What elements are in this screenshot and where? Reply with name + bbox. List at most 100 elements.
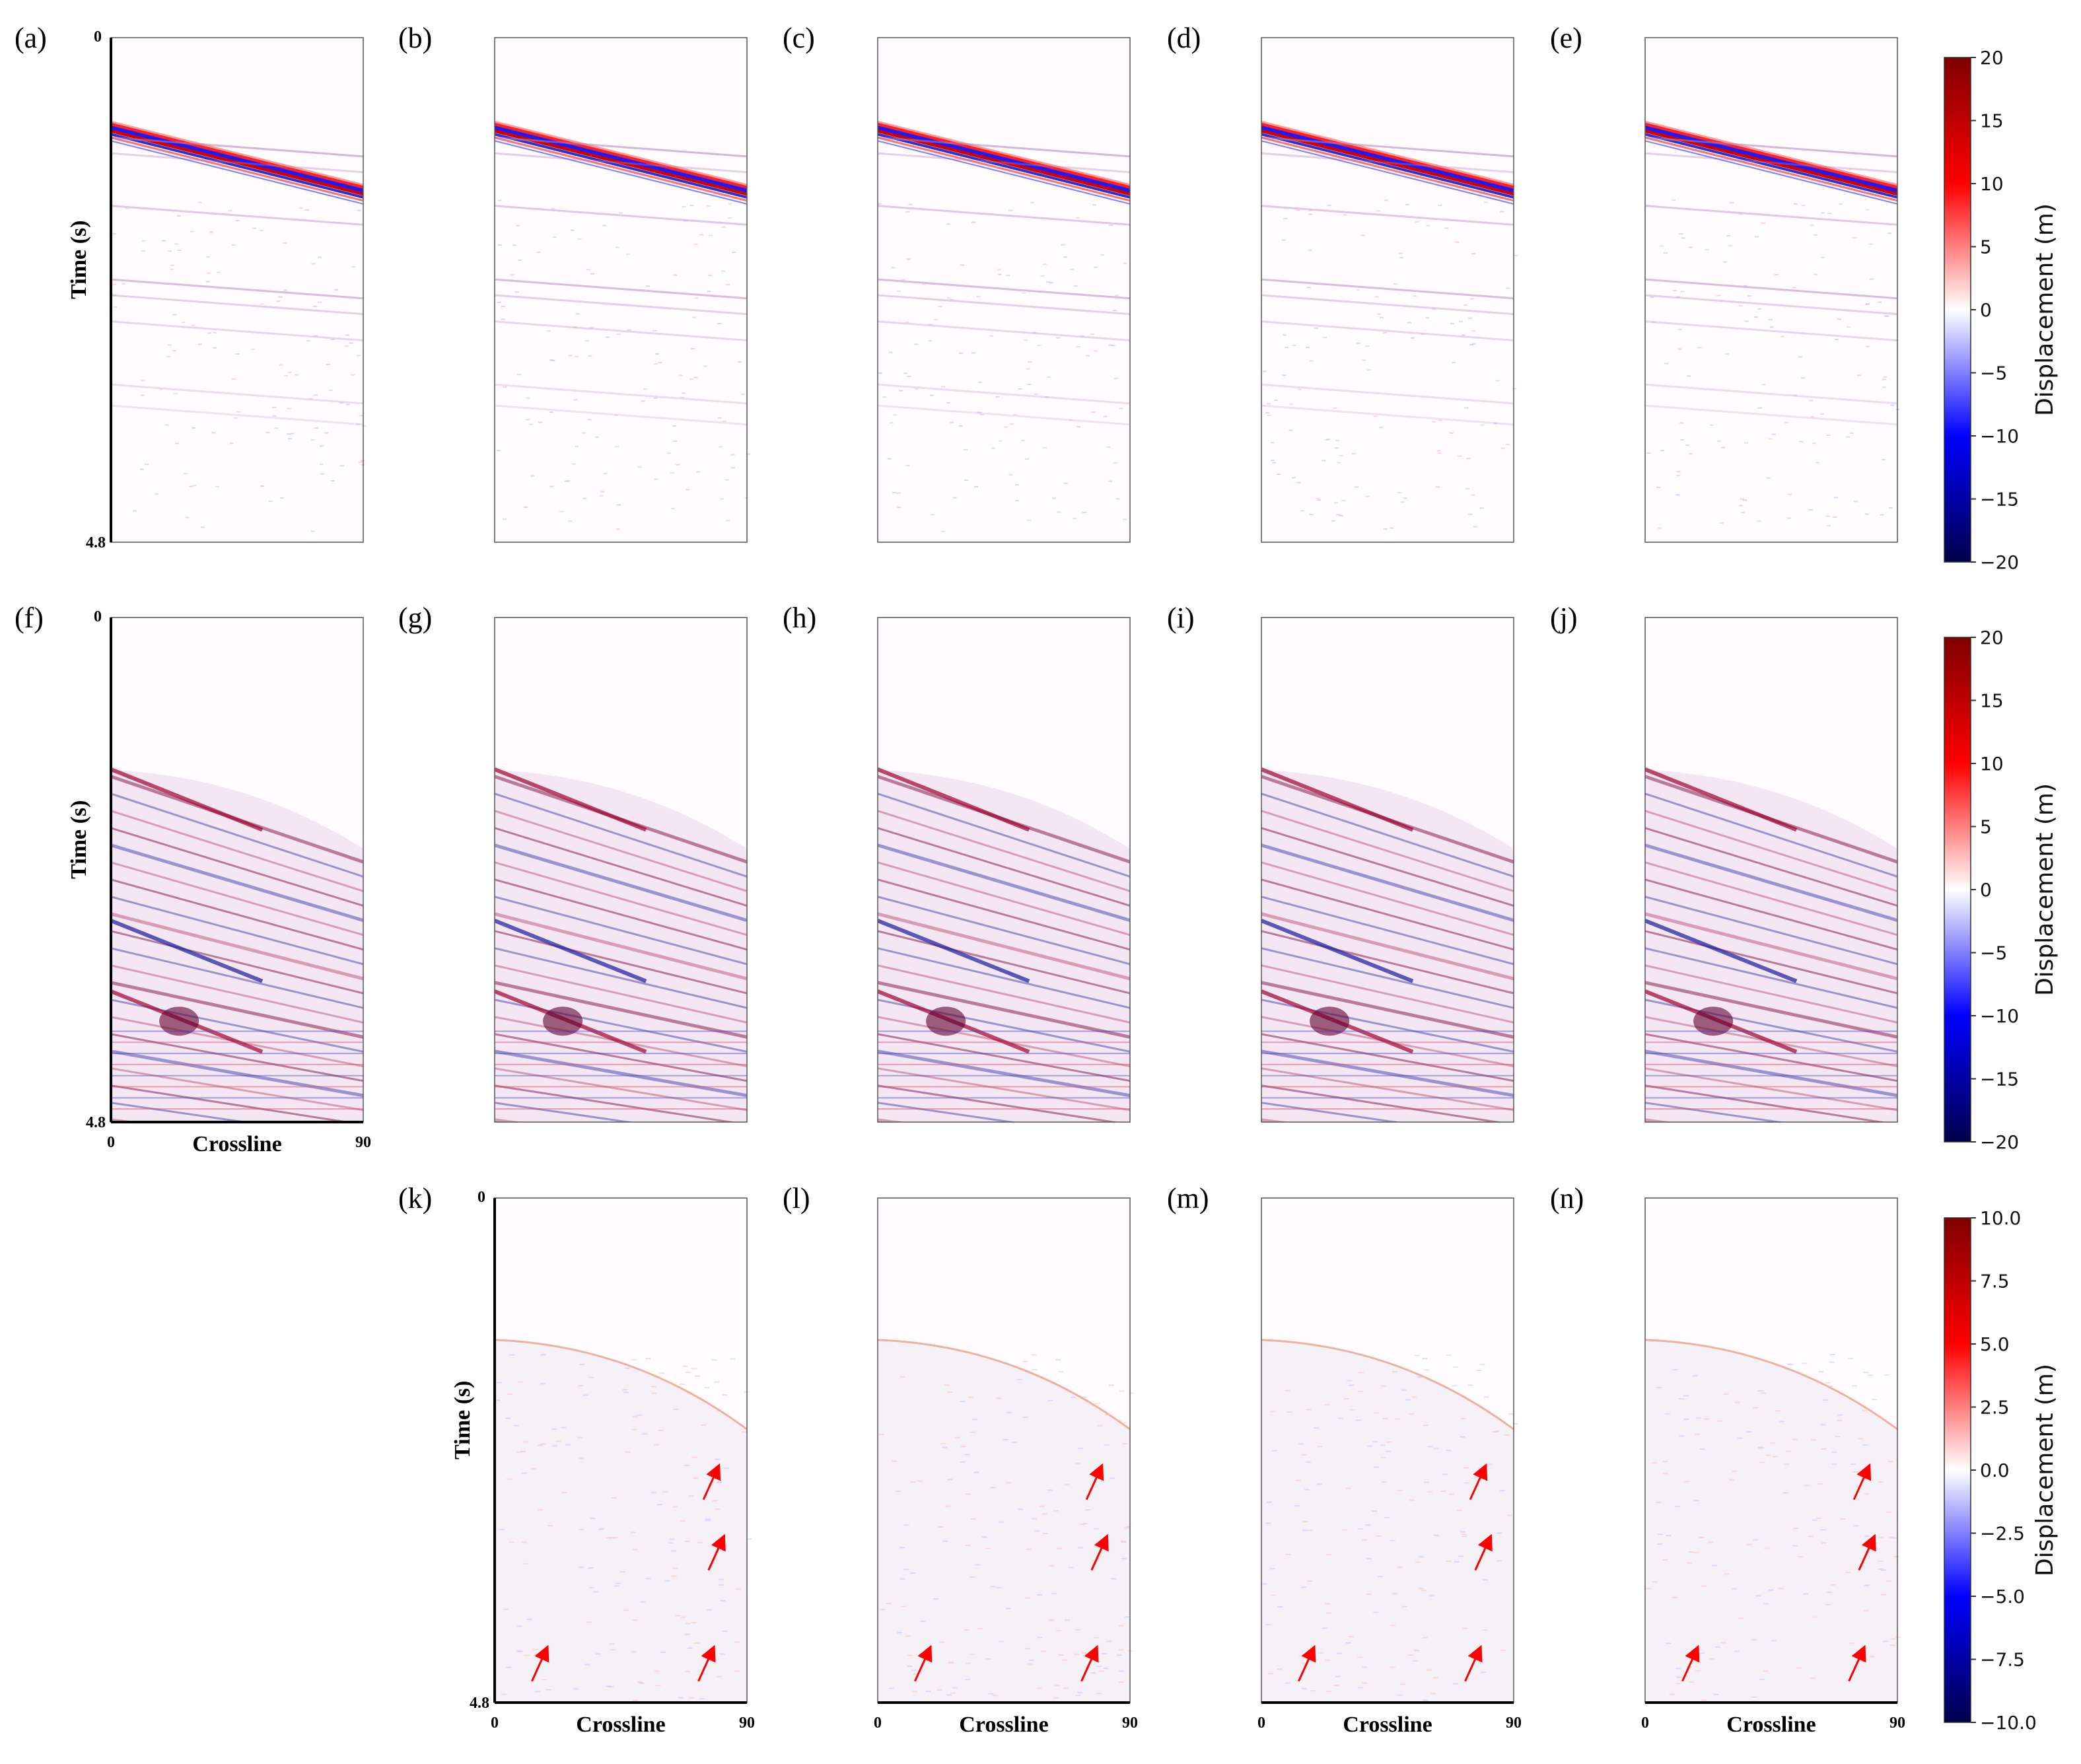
noise-speck xyxy=(1787,493,1792,495)
residual-speck xyxy=(1357,1656,1363,1658)
residual-speck xyxy=(933,1598,939,1600)
residual-speck xyxy=(1679,1398,1685,1400)
residual-speck xyxy=(1041,1650,1047,1652)
residual-speck xyxy=(507,1394,513,1395)
noise-speck xyxy=(568,520,573,522)
noise-speck xyxy=(279,497,284,499)
first-arrival-band xyxy=(878,133,1130,199)
residual-speck xyxy=(1763,1670,1769,1672)
first-arrival-band xyxy=(495,133,747,199)
residual-speck xyxy=(684,1465,690,1467)
noise-speck xyxy=(737,361,742,363)
noise-speck xyxy=(1799,441,1804,442)
panel: (c) xyxy=(783,22,1131,543)
noise-speck xyxy=(1888,507,1893,509)
noise-speck xyxy=(1073,518,1077,520)
residual-speck xyxy=(1392,1371,1397,1373)
residual-speck xyxy=(1881,1594,1887,1596)
residual-speck xyxy=(1830,1584,1836,1586)
residual-speck xyxy=(1703,1418,1709,1420)
residual-speck xyxy=(516,1451,522,1453)
first-arrival-band xyxy=(111,125,363,193)
residual-speck xyxy=(1662,1559,1668,1561)
residual-speck xyxy=(1111,1578,1117,1580)
panel-label: (g) xyxy=(398,602,432,634)
noise-speck xyxy=(1826,524,1831,526)
anomaly-blob xyxy=(1693,1006,1734,1036)
noise-speck xyxy=(977,411,981,413)
noise-speck xyxy=(1680,291,1685,293)
residual-speck xyxy=(969,1654,975,1656)
residual-speck xyxy=(1306,1409,1312,1411)
residual-speck xyxy=(1862,1444,1868,1446)
residual-speck xyxy=(1401,1389,1407,1391)
first-arrival-band xyxy=(1261,140,1514,205)
reflector xyxy=(878,404,1130,426)
strong-event xyxy=(111,767,264,832)
noise-speck xyxy=(174,243,179,245)
reflector xyxy=(1645,383,1897,405)
residual-speck xyxy=(1772,1456,1778,1458)
residual-speck xyxy=(945,1505,951,1507)
residual-speck xyxy=(1027,1663,1033,1665)
strong-event xyxy=(1261,767,1414,832)
noise-speck xyxy=(308,398,313,400)
residual-speck xyxy=(1397,1489,1403,1491)
residual-speck xyxy=(1361,1539,1367,1541)
residual-speck xyxy=(1759,1462,1765,1464)
noise-speck xyxy=(516,225,520,227)
noise-speck xyxy=(959,352,964,354)
residual-speck xyxy=(903,1524,909,1526)
noise-speck xyxy=(1051,497,1056,499)
residual-speck xyxy=(1753,1407,1759,1409)
noise-speck xyxy=(928,340,933,342)
residual-speck xyxy=(637,1681,643,1683)
residual-speck xyxy=(968,1396,973,1398)
dipping-event xyxy=(878,1154,1130,1183)
dipping-event xyxy=(878,843,1130,922)
y-tick-label: 0 xyxy=(94,608,102,625)
residual-speck xyxy=(1366,1593,1372,1595)
residual-speck xyxy=(990,1586,996,1588)
residual-speck xyxy=(1390,1625,1395,1627)
noise-speck xyxy=(1705,249,1709,251)
noise-speck xyxy=(709,234,713,236)
residual-speck xyxy=(1746,1430,1752,1432)
residual-speck xyxy=(878,1434,884,1436)
residual-speck xyxy=(1082,1523,1088,1525)
noise-speck xyxy=(235,353,240,355)
noise-speck xyxy=(708,274,713,276)
residual-speck xyxy=(1098,1670,1104,1672)
residual-speck xyxy=(1348,1635,1354,1637)
residual-speck xyxy=(653,1444,659,1446)
annotation-arrow xyxy=(531,1644,549,1682)
dipping-event xyxy=(1645,912,1897,981)
dipping-event xyxy=(1261,861,1514,936)
noise-speck xyxy=(498,244,503,246)
residual-speck xyxy=(1301,1687,1307,1689)
residual-speck xyxy=(946,1392,952,1394)
residual-speck xyxy=(891,1460,897,1462)
noise-speck xyxy=(1882,386,1886,388)
residual-speck xyxy=(1116,1654,1122,1656)
noise-speck xyxy=(686,489,690,491)
residual-speck xyxy=(1094,1403,1100,1405)
noise-speck xyxy=(1656,486,1661,488)
residual-speck xyxy=(1422,1358,1428,1360)
residual-speck xyxy=(703,1657,709,1659)
noise-speck xyxy=(172,314,177,316)
dipping-event xyxy=(111,793,363,878)
noise-speck xyxy=(234,417,238,419)
noise-speck xyxy=(559,511,564,512)
dipping-event xyxy=(878,1033,1130,1082)
residual-speck xyxy=(703,1387,709,1389)
noise-speck xyxy=(1513,255,1518,257)
residual-speck xyxy=(1452,1385,1458,1387)
residual-speck xyxy=(942,1446,948,1448)
residual-front xyxy=(877,1339,1131,1430)
residual-speck xyxy=(1378,1576,1384,1578)
residual-speck xyxy=(1287,1411,1292,1413)
residual-speck xyxy=(1325,1612,1331,1614)
residual-speck xyxy=(1419,1556,1425,1558)
noise-speck xyxy=(213,332,217,334)
